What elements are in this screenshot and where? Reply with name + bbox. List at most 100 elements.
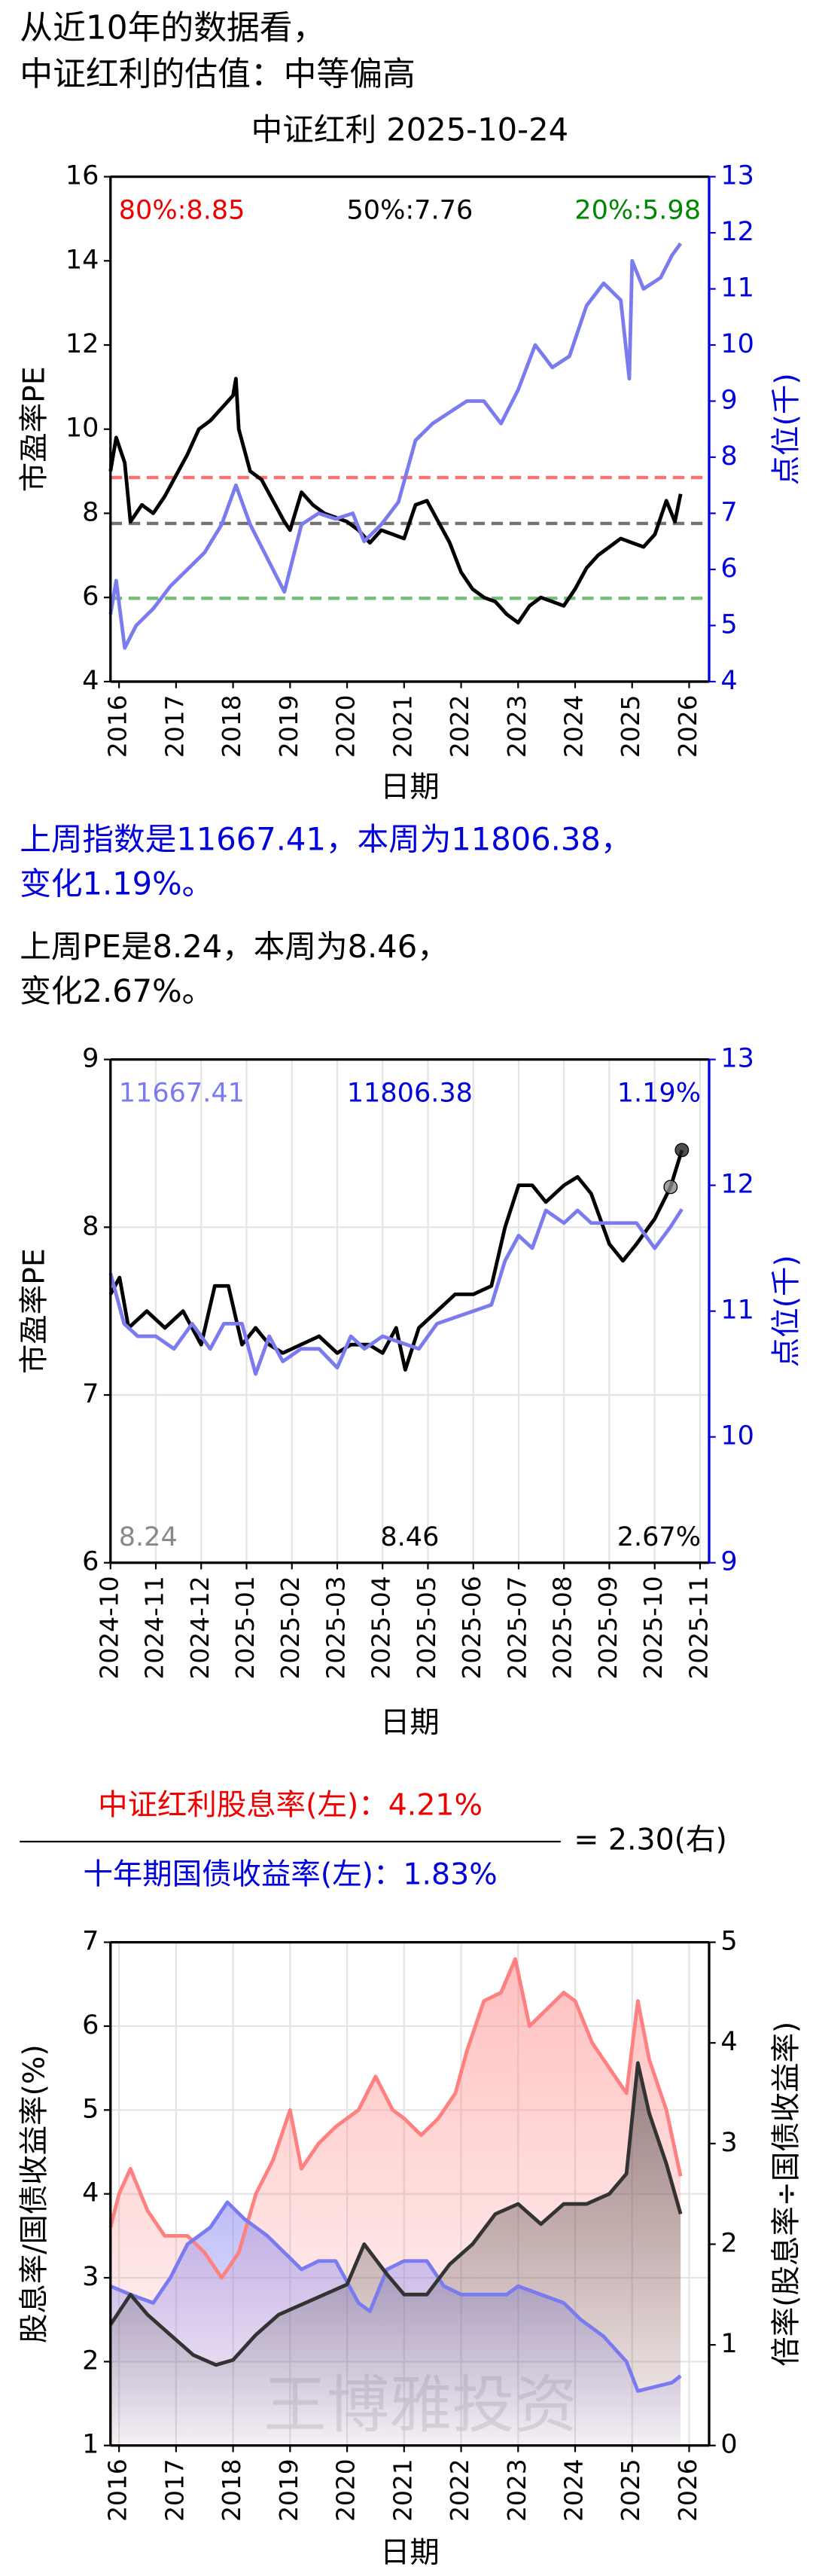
x-tick-label: 2025-05 (412, 1576, 441, 1679)
y-tick-label: 6 (82, 581, 99, 612)
x-tick-label: 2026 (673, 694, 702, 758)
annotation: 8.24 (119, 1521, 178, 1552)
series-line (108, 377, 683, 625)
numerator-label: 中证红利股息率(左)：4.21% (98, 1787, 483, 1822)
y2-tick-label: 3 (720, 2127, 737, 2158)
y2-tick-label: 10 (720, 1421, 754, 1451)
x-axis-label: 日期 (380, 2535, 440, 2570)
y2-tick-label: 8 (720, 441, 737, 472)
y-axis-label: 市盈率PE (17, 1248, 52, 1374)
x-tick-label: 2024-11 (140, 1576, 169, 1679)
y-tick-label: 3 (82, 2261, 99, 2292)
series-line (109, 2200, 682, 2393)
y-tick-label: 9 (82, 1043, 99, 1074)
y2-tick-label: 5 (720, 609, 737, 639)
y2-tick-label: 4 (720, 2026, 737, 2057)
area-fill (110, 2062, 681, 2446)
annotation: 11806.38 (347, 1078, 473, 1109)
end-marker (674, 1143, 690, 1158)
x-tick-label: 2025 (616, 2458, 645, 2522)
chart-title: 中证红利 2025-10-24 (251, 111, 568, 148)
summary-line: 上周PE是8.24，本周为8.46， (20, 928, 449, 965)
y2-tick-label: 11 (720, 273, 754, 304)
summary-line: 变化2.67%。 (20, 972, 213, 1009)
x-tick-label: 2021 (388, 694, 417, 758)
x-tick-label: 2025-04 (367, 1576, 396, 1679)
x-tick-label: 2025 (616, 694, 645, 758)
x-axis-label: 日期 (380, 770, 440, 804)
y-axis-label: 股息率/国债收益率(%) (17, 2044, 52, 2343)
x-tick-label: 2020 (331, 2458, 361, 2522)
y-tick-label: 10 (65, 413, 99, 444)
y2-tick-label: 6 (720, 553, 737, 584)
x-tick-label: 2024 (559, 694, 589, 758)
y-tick-label: 1 (82, 2429, 99, 2460)
series-line (108, 2061, 683, 2367)
x-tick-label: 2016 (103, 2458, 132, 2522)
series-line (108, 242, 683, 650)
y2-axis-label: 倍率(股息率÷国债收益率) (769, 2022, 804, 2367)
x-tick-label: 2023 (502, 2458, 531, 2522)
x-tick-label: 2025-03 (321, 1576, 350, 1679)
y2-tick-label: 9 (720, 385, 737, 416)
x-tick-label: 2025-11 (684, 1576, 713, 1679)
y-tick-label: 14 (65, 244, 99, 275)
annotation: 1.19% (617, 1078, 701, 1109)
y2-tick-label: 5 (720, 1926, 737, 1957)
x-tick-label: 2022 (445, 694, 474, 758)
y-tick-label: 8 (82, 496, 99, 527)
x-tick-label: 2017 (160, 2458, 189, 2522)
x-tick-label: 2022 (445, 2458, 474, 2522)
y-tick-label: 5 (82, 2093, 99, 2124)
y2-tick-label: 10 (720, 328, 754, 359)
x-tick-label: 2025-02 (276, 1576, 305, 1679)
y2-axis-label: 点位(千) (769, 1255, 804, 1367)
y-tick-label: 7 (82, 1378, 99, 1409)
y2-tick-label: 12 (720, 216, 754, 247)
x-tick-label: 2024-10 (94, 1576, 123, 1679)
series-line (108, 1957, 683, 2280)
series-line (108, 1149, 684, 1372)
summary-line: 变化1.19%。 (20, 865, 213, 902)
x-tick-label: 2021 (388, 2458, 417, 2522)
result-label: = 2.30(右) (574, 1822, 727, 1857)
x-tick-label: 2016 (103, 694, 132, 758)
y-tick-label: 2 (82, 2345, 99, 2376)
x-tick-label: 2020 (331, 694, 361, 758)
x-tick-label: 2019 (274, 694, 303, 758)
y-tick-label: 16 (65, 160, 99, 191)
y2-tick-label: 1 (720, 2328, 737, 2359)
y-tick-label: 4 (82, 665, 99, 696)
annotation: 11667.41 (119, 1078, 245, 1109)
header-line: 从近10年的数据看， (20, 9, 325, 47)
x-tick-label: 2025-08 (548, 1576, 577, 1679)
series-line (108, 1208, 684, 1376)
x-tick-label: 2023 (502, 694, 531, 758)
x-tick-label: 2018 (217, 2458, 246, 2522)
x-axis-label: 日期 (380, 1705, 440, 1740)
x-tick-label: 2025-09 (593, 1576, 623, 1679)
y-tick-label: 4 (82, 2178, 99, 2208)
y-tick-label: 7 (82, 1926, 99, 1957)
x-tick-label: 2018 (217, 694, 246, 758)
reference-label: 50%:7.76 (347, 195, 473, 226)
y-tick-label: 8 (82, 1210, 99, 1241)
y-tick-label: 12 (65, 328, 99, 359)
annotation: 2.67% (617, 1521, 701, 1552)
y2-tick-label: 7 (720, 496, 737, 527)
summary-line: 上周指数是11667.41，本周为11806.38， (20, 820, 632, 857)
y2-tick-label: 13 (720, 160, 754, 191)
x-tick-label: 2025-01 (230, 1576, 260, 1679)
y2-tick-label: 12 (720, 1169, 754, 1200)
y-tick-label: 6 (82, 2010, 99, 2040)
x-tick-label: 2019 (274, 2458, 303, 2522)
y-tick-label: 6 (82, 1546, 99, 1577)
y2-tick-label: 9 (720, 1546, 737, 1577)
denominator-label: 十年期国债收益率(左)：1.83% (83, 1857, 497, 1891)
end-marker (663, 1180, 678, 1195)
x-tick-label: 2024-12 (185, 1576, 215, 1679)
x-tick-label: 2025-07 (502, 1576, 531, 1679)
y2-tick-label: 13 (720, 1043, 754, 1074)
